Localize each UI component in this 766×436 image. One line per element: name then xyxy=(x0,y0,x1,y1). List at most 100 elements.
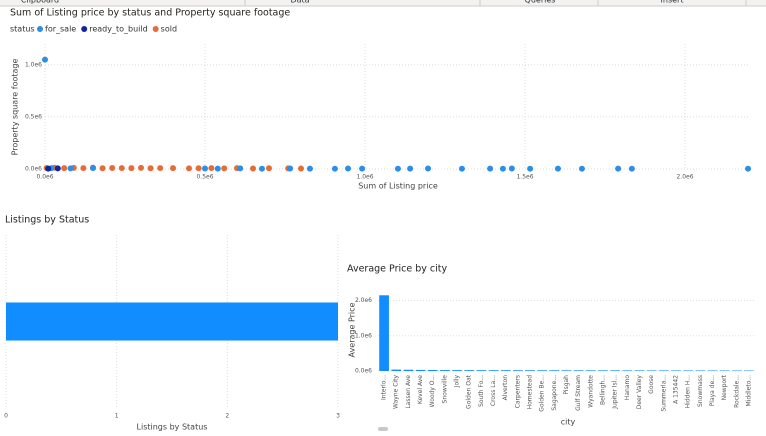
x-tick-label: Sagapone... xyxy=(551,375,558,411)
x-tick-label: Deer Valley xyxy=(636,375,643,410)
scatter-point xyxy=(138,164,144,171)
bar xyxy=(403,369,414,371)
scatter-point xyxy=(214,165,221,172)
ribbon-tab[interactable]: Insert xyxy=(661,0,684,5)
scatter-point xyxy=(109,164,116,171)
scatter-point xyxy=(221,165,228,172)
scatter-point xyxy=(250,165,256,172)
x-tick-label: A 135442 xyxy=(672,375,679,404)
scatter-point xyxy=(745,165,752,172)
bar xyxy=(549,370,560,371)
x-tick-label: Cross La... xyxy=(490,375,497,406)
scatter-point xyxy=(90,165,96,172)
x-tick-label: Jolly xyxy=(454,375,461,389)
scatter-point xyxy=(45,165,52,172)
y-tick-label: 2.0e6 xyxy=(355,297,372,304)
scatter-point xyxy=(237,165,244,172)
bar xyxy=(500,370,511,371)
bar xyxy=(440,370,450,371)
ribbon-tab[interactable]: Queries xyxy=(525,0,556,5)
legend-swatch xyxy=(152,26,159,32)
ribbon-bar xyxy=(0,0,766,6)
scrollbar[interactable] xyxy=(378,427,388,431)
scatter-point xyxy=(202,165,208,172)
scatter-point xyxy=(195,165,202,172)
y-tick-label: 1.0e6 xyxy=(25,61,42,68)
scatter-point xyxy=(394,165,401,172)
scatter-point xyxy=(258,165,265,172)
x-tick-label: Wayne City xyxy=(393,375,400,409)
x-tick-label: 2.0e6 xyxy=(676,174,693,181)
scatter-point xyxy=(487,165,494,172)
scatter-point xyxy=(157,165,164,172)
x-tick-label: Hanamo xyxy=(624,375,631,401)
y-axis-title: Average Price xyxy=(348,302,357,357)
x-tick-label: Kevel Ave xyxy=(417,375,424,404)
scatter-point xyxy=(99,165,106,172)
bar xyxy=(464,370,475,371)
x-tick-label: Golden Oat xyxy=(466,374,473,409)
scatter-point xyxy=(208,165,215,172)
ribbon-tab[interactable]: Data xyxy=(290,0,309,5)
bar xyxy=(427,370,438,371)
bar xyxy=(6,302,338,341)
scatter-point xyxy=(331,165,338,172)
chart-title: Sum of Listing price by status and Prope… xyxy=(10,8,290,19)
y-tick-label: 0.0e6 xyxy=(355,368,372,375)
x-tick-label: Hidden H... xyxy=(685,375,692,408)
x-tick-label: Middleto... xyxy=(745,375,752,407)
bar xyxy=(634,370,645,371)
scatter-point xyxy=(508,165,515,172)
scatter-point xyxy=(615,165,622,172)
x-tick-label: Alverton xyxy=(502,375,509,401)
scatter-point xyxy=(298,165,304,172)
y-tick-label: 0.5e6 xyxy=(25,113,42,120)
bar xyxy=(658,370,669,371)
scatter-point xyxy=(425,165,432,172)
x-tick-label: 0.5e6 xyxy=(196,174,213,181)
scatter-point xyxy=(554,165,561,172)
bar xyxy=(561,370,572,371)
x-tick-label: Snowmass xyxy=(697,375,704,407)
bar xyxy=(415,369,426,371)
bar xyxy=(683,370,693,371)
x-tick-label: Golden Be... xyxy=(539,375,546,412)
scatter-point xyxy=(67,165,74,172)
x-tick-label: Jupiter Isl... xyxy=(612,375,619,410)
x-tick-label: 0.0e6 xyxy=(36,174,53,181)
x-tick-label: 3 xyxy=(336,413,340,420)
bar xyxy=(610,370,621,371)
x-tick-label: Carpenters xyxy=(514,375,521,408)
bar xyxy=(585,370,596,371)
x-axis-title: Listings by Status xyxy=(137,423,208,432)
ribbon-tab[interactable]: Clipboard xyxy=(21,0,59,5)
scatter-point xyxy=(287,165,294,172)
scatter-point xyxy=(499,165,506,172)
scatter-point xyxy=(80,165,87,172)
scatter-point xyxy=(54,165,61,172)
x-tick-label: 1.0e6 xyxy=(356,174,373,181)
x-tick-label: Homestead xyxy=(527,375,534,410)
scatter-point xyxy=(61,165,68,172)
scatter-point xyxy=(407,165,414,172)
scatter-point xyxy=(266,165,272,172)
x-tick-label: Woody O... xyxy=(429,375,436,407)
scatter-point xyxy=(345,165,352,172)
scatter-point xyxy=(186,165,192,172)
scatter-point xyxy=(458,165,465,172)
x-tick-label: Gulf Stream xyxy=(575,375,582,411)
scatter-point xyxy=(42,56,48,63)
x-tick-label: Pisgah xyxy=(563,375,570,395)
legend-label: ready_to_build xyxy=(89,25,147,34)
x-tick-label: Playa de... xyxy=(709,375,716,406)
x-tick-label: Interlo... xyxy=(381,375,388,400)
bar xyxy=(646,370,657,371)
legend-swatch xyxy=(37,26,43,32)
x-tick-label: South Fo... xyxy=(478,375,485,407)
x-tick-label: Goose xyxy=(648,375,655,394)
bar xyxy=(622,370,633,371)
scatter-point xyxy=(170,165,176,172)
bar xyxy=(512,370,523,371)
scatter-point xyxy=(578,165,585,172)
